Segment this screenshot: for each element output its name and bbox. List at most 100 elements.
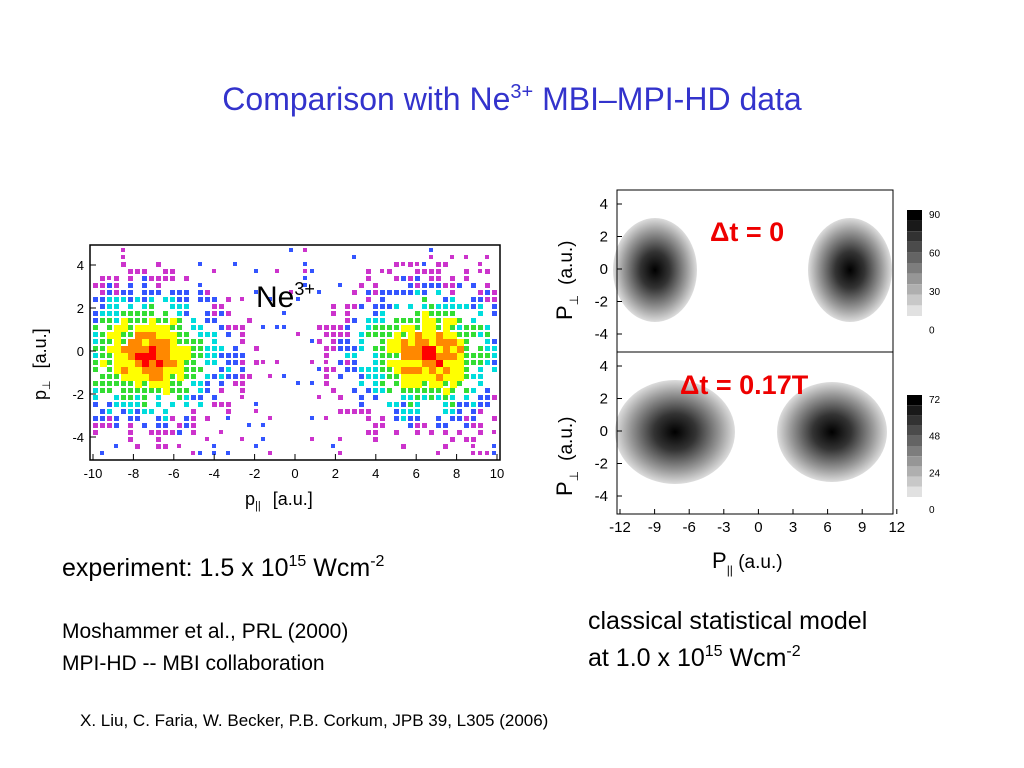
- pixel: [142, 283, 147, 288]
- pixel: [464, 402, 469, 407]
- pixel: [170, 269, 175, 274]
- pixel: [121, 332, 126, 337]
- pixel: [436, 262, 441, 267]
- pixel: [485, 451, 489, 455]
- y-tick-label: 4: [77, 258, 84, 273]
- pixel: [240, 437, 244, 441]
- pixel: [142, 381, 147, 386]
- pixel: [135, 409, 140, 414]
- pixel: [443, 367, 450, 374]
- pixel: [233, 353, 238, 358]
- pixel: [107, 381, 112, 386]
- pixel: [324, 353, 329, 358]
- model-caption-2: at 1.0 x 1015 Wcm-2: [588, 643, 801, 672]
- pixel: [100, 374, 105, 379]
- pixel: [226, 367, 231, 372]
- pixel: [324, 346, 329, 351]
- pixel: [212, 360, 217, 365]
- pixel: [191, 395, 196, 400]
- pixel: [296, 381, 300, 385]
- pixel: [478, 297, 483, 302]
- colorbar-step: [907, 435, 922, 446]
- pixel: [485, 388, 490, 393]
- model-caption: classical statistical model: [588, 607, 867, 635]
- pixel: [366, 430, 371, 435]
- y-tick-label: -2: [72, 387, 84, 402]
- pixel: [275, 269, 279, 273]
- pixel: [492, 311, 497, 316]
- pixel: [478, 402, 483, 407]
- pixel: [198, 367, 203, 372]
- pixel: [170, 381, 175, 386]
- pixel: [359, 346, 364, 351]
- pixel: [464, 416, 469, 421]
- pixel: [352, 409, 357, 414]
- pixel: [394, 374, 399, 379]
- pixel: [359, 402, 364, 407]
- pixel: [450, 353, 457, 360]
- pixel: [114, 276, 119, 281]
- pixel: [415, 381, 422, 388]
- pixel: [429, 325, 436, 332]
- pixel: [373, 283, 378, 288]
- pixel: [373, 423, 378, 428]
- pixel: [471, 444, 475, 448]
- pixel: [485, 353, 490, 358]
- pixel: [128, 325, 133, 330]
- experiment-plot: [93, 248, 497, 455]
- pixel: [142, 367, 149, 374]
- pixel: [163, 332, 170, 339]
- pixel: [156, 423, 161, 428]
- pixel: [464, 304, 469, 309]
- pixel: [107, 297, 112, 302]
- pixel: [149, 367, 156, 374]
- pixel: [233, 360, 238, 365]
- pixel: [401, 318, 406, 323]
- ion: Ne: [256, 281, 294, 314]
- pixel: [121, 367, 128, 374]
- pixel: [114, 325, 121, 332]
- pixel: [331, 311, 336, 316]
- pixel: [219, 325, 224, 330]
- pixel: [121, 262, 126, 267]
- pixel: [128, 423, 133, 428]
- pixel: [324, 332, 329, 337]
- colorbar-step: [907, 446, 922, 457]
- pixel: [471, 423, 476, 428]
- pixel: [464, 395, 469, 400]
- pixel: [429, 360, 436, 367]
- pixel: [408, 318, 413, 323]
- pixel: [331, 367, 336, 372]
- x-tick-label: -3: [717, 519, 730, 536]
- pixel: [156, 367, 163, 374]
- pixel: [191, 360, 196, 365]
- pixel: [373, 360, 378, 365]
- pixel: [142, 423, 147, 428]
- pixel: [205, 381, 210, 386]
- pixel: [93, 402, 98, 407]
- pixel: [415, 367, 422, 374]
- pixel: [422, 283, 427, 288]
- pixel: [394, 339, 401, 346]
- pixel: [324, 374, 329, 379]
- pixel: [114, 283, 119, 288]
- pixel: [212, 444, 216, 448]
- blob: [777, 382, 887, 482]
- pixel: [128, 283, 133, 288]
- pixel: [443, 402, 448, 407]
- pixel: [429, 311, 434, 316]
- pixel: [93, 325, 98, 330]
- pixel: [373, 437, 378, 442]
- pixel: [373, 325, 378, 330]
- pixel: [471, 318, 476, 323]
- pixel: [394, 325, 399, 330]
- pixel: [401, 339, 408, 346]
- pixel: [408, 290, 413, 295]
- pixel: [310, 381, 314, 385]
- pixel: [310, 360, 314, 364]
- pixel: [212, 346, 217, 351]
- pixel: [100, 346, 105, 351]
- pixel: [317, 367, 321, 371]
- t: experiment: 1.5 x 10: [62, 554, 289, 582]
- pixel: [345, 346, 350, 351]
